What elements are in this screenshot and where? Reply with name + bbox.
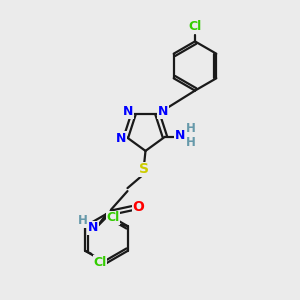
Text: N: N bbox=[175, 129, 185, 142]
Text: N: N bbox=[158, 105, 168, 118]
Text: Cl: Cl bbox=[106, 211, 119, 224]
Text: N: N bbox=[116, 132, 126, 145]
Text: N: N bbox=[88, 221, 98, 234]
Text: O: O bbox=[133, 200, 145, 214]
Text: H: H bbox=[186, 136, 196, 149]
Text: Cl: Cl bbox=[94, 256, 107, 269]
Text: N: N bbox=[123, 105, 133, 118]
Text: H: H bbox=[78, 214, 88, 227]
Text: S: S bbox=[139, 163, 149, 176]
Text: H: H bbox=[186, 122, 196, 135]
Text: Cl: Cl bbox=[188, 20, 202, 33]
